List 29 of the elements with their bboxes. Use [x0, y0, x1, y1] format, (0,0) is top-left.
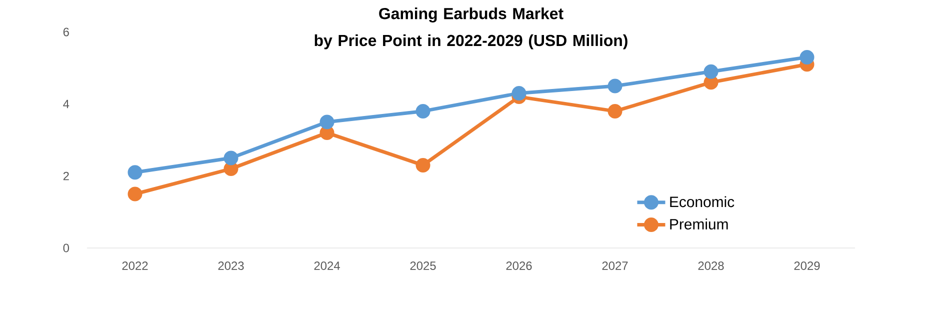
x-tick-label: 2022	[122, 262, 148, 270]
point	[416, 104, 430, 118]
point	[320, 126, 334, 140]
point	[800, 50, 814, 64]
point	[320, 114, 334, 130]
y-tick-label: 6	[63, 28, 69, 36]
point	[224, 150, 238, 166]
point	[608, 78, 622, 94]
point	[704, 64, 718, 79]
legend-label: Premium	[670, 218, 728, 230]
x-tick-label: 2027	[602, 262, 628, 270]
x-tick-label: 2024	[314, 262, 340, 270]
x-tick-label: 2025	[410, 262, 436, 270]
x-tick-label: 2028	[698, 262, 724, 270]
point	[608, 104, 622, 118]
point	[416, 158, 430, 172]
chart-title: Gaming Earbuds Market by Price Point in 2022-2029 (USD Million)	[314, 8, 628, 50]
y-tick-label: 0	[63, 244, 70, 252]
x-tick-label: 2026	[506, 262, 532, 270]
x-tick-label: 2029	[794, 262, 820, 270]
x-tick-label: 2023	[218, 262, 244, 270]
point	[512, 86, 526, 100]
point	[224, 162, 238, 176]
y-tick-label: 4	[63, 100, 70, 108]
y-tick-label: 2	[63, 172, 69, 180]
legend-label: Economic	[670, 196, 734, 208]
point	[128, 186, 142, 202]
point	[704, 75, 718, 90]
point	[128, 165, 142, 180]
